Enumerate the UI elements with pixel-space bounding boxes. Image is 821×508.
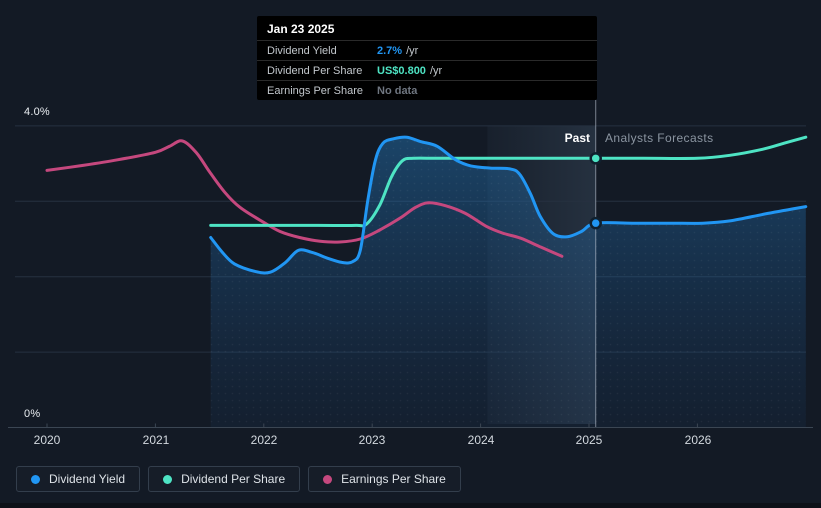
tooltip-row-dividend-yield: Dividend Yield 2.7% /yr xyxy=(257,40,597,60)
y-axis-max-label: 4.0% xyxy=(24,106,50,118)
tooltip-row-dividend-per-share: Dividend Per Share US$0.800 /yr xyxy=(257,60,597,80)
tooltip-row-earnings-per-share: Earnings Per Share No data xyxy=(257,80,597,100)
forecast-section-label: Analysts Forecasts xyxy=(605,131,714,145)
page-edge xyxy=(0,503,821,508)
tooltip-value: US$0.800 xyxy=(377,64,426,77)
earnings-per-share-dot-icon xyxy=(323,474,333,484)
x-tick-2022: 2022 xyxy=(250,433,278,447)
tooltip-label: Dividend Yield xyxy=(267,44,337,57)
series-line-dividend-per-share xyxy=(209,135,808,228)
x-tick-2020: 2020 xyxy=(33,433,61,447)
series-line-earnings-per-share xyxy=(45,139,564,258)
past-section-label: Past xyxy=(564,131,590,145)
x-tick-2023: 2023 xyxy=(358,433,386,447)
tooltip-label: Earnings Per Share xyxy=(267,84,363,97)
tooltip-unit: /yr xyxy=(429,64,443,77)
legend-item-dividend-yield[interactable]: Dividend Yield xyxy=(16,466,141,492)
tooltip-date: Jan 23 2025 xyxy=(267,22,335,36)
marker-dot-dividend-per-share xyxy=(589,152,602,165)
x-tick-2021: 2021 xyxy=(142,433,170,447)
x-tick-2025: 2025 xyxy=(575,433,603,447)
legend-label: Dividend Per Share xyxy=(181,472,286,486)
x-tick-2024: 2024 xyxy=(467,433,495,447)
legend-item-dividend-per-share[interactable]: Dividend Per Share xyxy=(148,466,301,492)
chart-tooltip: Jan 23 2025 Dividend Yield 2.7% /yr Divi… xyxy=(257,16,597,100)
dividend-per-share-dot-icon xyxy=(163,474,173,484)
x-tick-2026: 2026 xyxy=(684,433,712,447)
tooltip-value: 2.7% xyxy=(377,44,403,57)
dividend-yield-dot-icon xyxy=(31,474,40,484)
legend-label: Earnings Per Share xyxy=(341,472,446,486)
legend-label: Dividend Yield xyxy=(49,472,126,486)
tooltip-label: Dividend Per Share xyxy=(267,64,363,77)
tooltip-unit: /yr xyxy=(406,44,419,57)
chart-legend: Dividend Yield Dividend Per Share Earnin… xyxy=(16,466,461,492)
y-axis-zero-label: 0% xyxy=(24,408,41,420)
marker-dot-dividend-yield xyxy=(589,216,602,230)
legend-item-earnings-per-share[interactable]: Earnings Per Share xyxy=(308,466,461,492)
yield-area-texture xyxy=(210,137,806,428)
tooltip-value: No data xyxy=(377,84,418,97)
